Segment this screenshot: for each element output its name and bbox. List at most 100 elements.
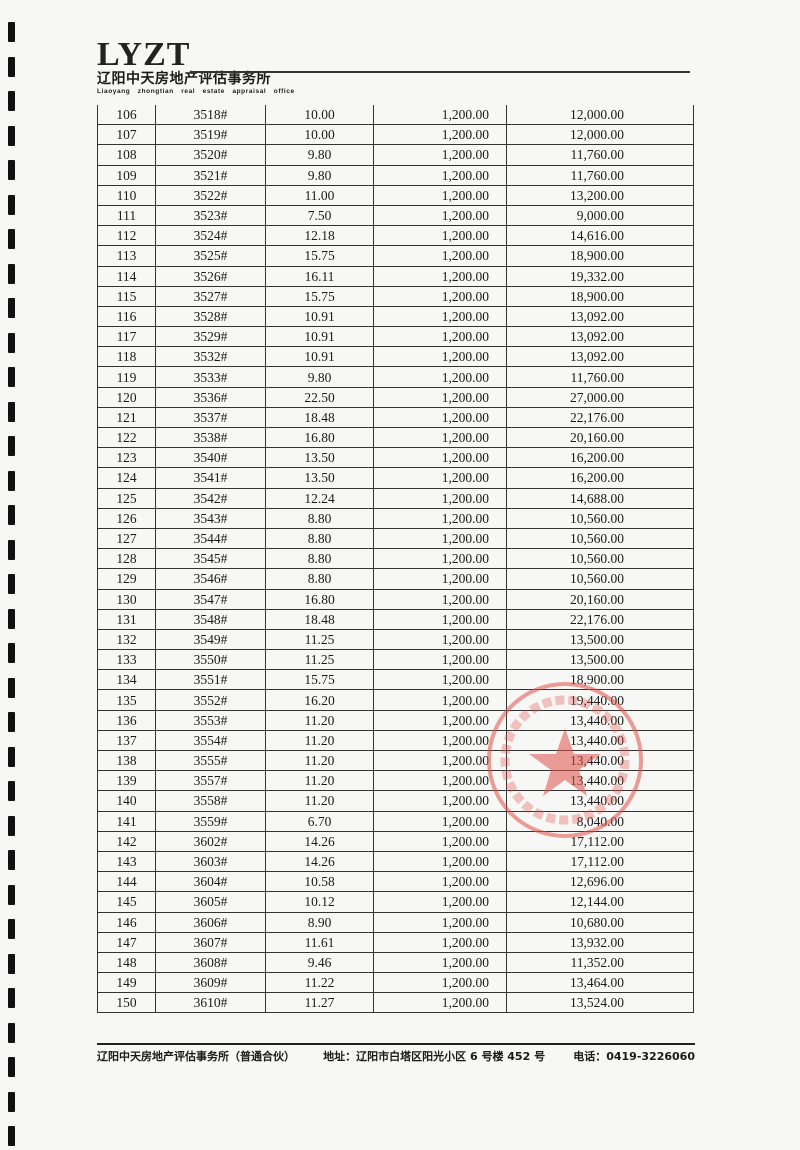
unit-number-cell: 3550# [155,649,266,671]
row-number-cell: 134 [97,669,156,691]
unit-number-cell: 3543# [155,507,266,529]
total-price-cell: 22,176.00 [506,406,694,429]
unit-number-cell: 3553# [155,709,266,731]
unit-price-cell: 1,200.00 [373,105,507,126]
unit-number-cell: 3529# [155,326,266,348]
total-price-cell: 10,560.00 [506,568,694,590]
row-number-cell: 148 [97,951,156,974]
area-cell: 22.50 [265,386,374,408]
area-cell: 11.20 [265,729,374,752]
unit-number-cell: 3542# [155,487,266,509]
area-cell: 13.50 [265,467,374,489]
row-number-cell: 127 [97,527,156,550]
unit-price-cell: 1,200.00 [373,285,507,307]
total-price-cell: 11,760.00 [506,164,694,186]
table-row: 148 3608# 9.46 1,200.00 11,352.00 [97,951,694,974]
table-row: 124 3541# 13.50 1,200.00 16,200.00 [97,467,694,489]
unit-price-cell: 1,200.00 [373,568,507,590]
row-number-cell: 140 [97,790,156,812]
total-price-cell: 13,092.00 [506,305,694,328]
unit-number-cell: 3608# [155,951,266,974]
table-row: 112 3524# 12.18 1,200.00 14,616.00 [97,225,694,247]
row-number-cell: 109 [97,164,156,186]
binder-hole [8,263,15,284]
unit-number-cell: 3552# [155,689,266,711]
table-row: 108 3520# 9.80 1,200.00 11,760.00 [97,144,694,166]
unit-number-cell: 3522# [155,184,266,206]
area-cell: 10.12 [265,891,374,913]
area-cell: 8.90 [265,911,374,933]
table-row: 149 3609# 11.22 1,200.00 13,464.00 [97,972,694,994]
unit-number-cell: 3546# [155,568,266,590]
binder-hole [8,1022,15,1043]
area-cell: 12.24 [265,487,374,509]
binder-hole [8,712,15,732]
table-row: 132 3549# 11.25 1,200.00 13,500.00 [97,628,694,651]
table-row: 139 3557# 11.20 1,200.00 13,440.00 [97,770,694,792]
unit-price-cell: 1,200.00 [373,850,507,873]
total-price-cell: 10,560.00 [506,527,694,550]
binder-hole [8,1091,15,1112]
unit-price-cell: 1,200.00 [373,265,507,287]
row-number-cell: 145 [97,891,156,913]
area-cell: 11.20 [265,709,374,731]
row-number-cell: 139 [97,770,156,792]
binder-hole [8,781,15,801]
footer-phone: 电话：0419-3226060 [573,1050,695,1063]
unit-price-cell: 1,200.00 [373,204,507,227]
unit-number-cell: 3555# [155,749,266,772]
unit-price-cell: 1,200.00 [373,729,507,752]
unit-price-cell: 1,200.00 [373,527,507,550]
unit-price-cell: 1,200.00 [373,669,507,691]
binder-hole [8,988,15,1008]
total-price-cell: 10,560.00 [506,507,694,529]
table-row: 143 3603# 14.26 1,200.00 17,112.00 [97,850,694,873]
unit-price-cell: 1,200.00 [373,326,507,348]
area-cell: 8.80 [265,507,374,529]
row-number-cell: 128 [97,548,156,570]
binder-hole [8,1126,15,1146]
unit-price-cell: 1,200.00 [373,184,507,206]
area-cell: 11.61 [265,931,374,953]
binder-hole [8,298,15,318]
unit-price-cell: 1,200.00 [373,346,507,368]
unit-number-cell: 3532# [155,346,266,368]
row-number-cell: 150 [97,992,156,1014]
unit-price-cell: 1,200.00 [373,992,507,1014]
table-row: 119 3533# 9.80 1,200.00 11,760.00 [97,366,694,388]
footer: 辽阳中天房地产评估事务所（普通合伙） 地址：辽阳市白塔区阳光小区 6 号楼 45… [97,1048,695,1064]
row-number-cell: 129 [97,568,156,590]
unit-number-cell: 3604# [155,871,266,893]
footer-company: 辽阳中天房地产评估事务所（普通合伙） [97,1050,295,1063]
total-price-cell: 18,900.00 [506,245,694,267]
area-cell: 11.22 [265,972,374,994]
area-cell: 9.80 [265,366,374,388]
footer-address: 地址：辽阳市白塔区阳光小区 6 号楼 452 号 [323,1050,546,1063]
table-row: 142 3602# 14.26 1,200.00 17,112.00 [97,830,694,852]
table-row: 145 3605# 10.12 1,200.00 12,144.00 [97,891,694,913]
table-row: 130 3547# 16.80 1,200.00 20,160.00 [97,588,694,610]
row-number-cell: 146 [97,911,156,933]
unit-number-cell: 3526# [155,265,266,287]
row-number-cell: 107 [97,124,156,146]
binder-hole [8,884,15,905]
appraisal-table: 106 3518# 10.00 1,200.00 12,000.00 107 3519# 10… [97,105,694,1014]
total-price-cell: 10,560.00 [506,548,694,570]
table-row: 144 3604# 10.58 1,200.00 12,696.00 [97,871,694,893]
row-number-cell: 131 [97,608,156,630]
unit-number-cell: 3559# [155,810,266,832]
area-cell: 14.26 [265,830,374,852]
row-number-cell: 111 [97,204,156,227]
table-row: 137 3554# 11.20 1,200.00 13,440.00 [97,729,694,752]
total-price-cell: 13,092.00 [506,326,694,348]
binder-hole [8,56,15,77]
total-price-cell: 13,464.00 [506,972,694,994]
row-number-cell: 132 [97,628,156,651]
unit-price-cell: 1,200.00 [373,245,507,267]
unit-price-cell: 1,200.00 [373,891,507,913]
area-cell: 15.75 [265,245,374,267]
area-cell: 18.48 [265,608,374,630]
unit-price-cell: 1,200.00 [373,447,507,469]
unit-number-cell: 3554# [155,729,266,752]
table-row: 117 3529# 10.91 1,200.00 13,092.00 [97,326,694,348]
